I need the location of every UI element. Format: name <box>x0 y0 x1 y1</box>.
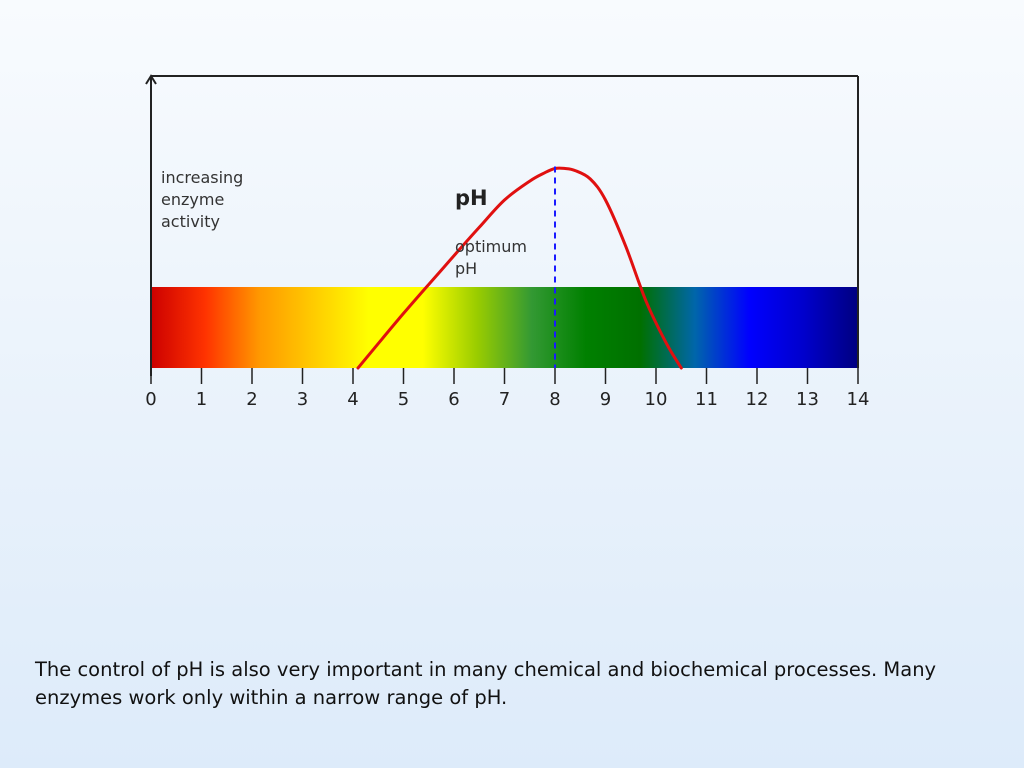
x-tick-label: 3 <box>297 389 308 410</box>
x-tick-label: 5 <box>398 389 409 410</box>
x-tick-label: 8 <box>549 389 560 410</box>
x-tick-label: 14 <box>847 389 870 410</box>
y-axis-label-line: increasing <box>161 168 243 187</box>
x-tick-label: 13 <box>796 389 819 410</box>
x-tick-label: 10 <box>645 389 668 410</box>
enzyme-activity-curve <box>356 166 683 370</box>
x-tick-label: 12 <box>746 389 769 410</box>
x-tick-label: 11 <box>695 389 718 410</box>
x-tick-label: 7 <box>499 389 510 410</box>
curve-label: pH <box>455 186 488 210</box>
x-tick-label: 4 <box>347 389 358 410</box>
optimum-label-line: optimum <box>455 237 527 256</box>
x-tick-label: 2 <box>246 389 257 410</box>
x-tick-label: 0 <box>145 389 156 410</box>
ph-spectrum-bar <box>151 287 858 368</box>
ph-enzyme-chart: 0 1 2 3 4 5 6 7 8 9 10 11 12 13 14 increasingenzymeact… <box>145 74 870 410</box>
y-axis-label-line: enzyme <box>161 190 224 209</box>
x-tick-label: 6 <box>448 389 459 410</box>
caption-text: The control of pH is also very important… <box>35 658 937 709</box>
x-tick-label: 9 <box>600 389 611 410</box>
optimum-label-line: pH <box>455 259 477 278</box>
y-axis-label-line: activity <box>161 212 220 231</box>
y-axis-arrow-icon <box>145 74 157 85</box>
x-tick-label: 1 <box>196 389 207 410</box>
